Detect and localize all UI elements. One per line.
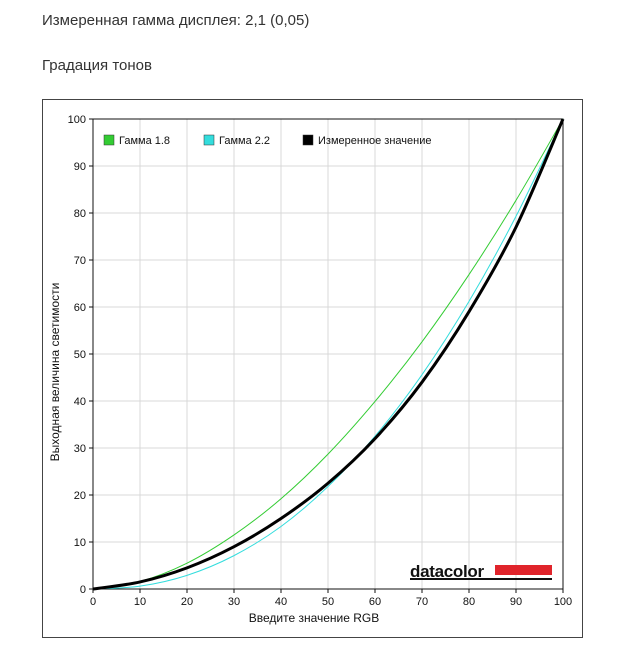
- series-layer: [92, 118, 565, 591]
- legend-label-1: Гамма 2.2: [219, 135, 270, 147]
- x-tick-label: 80: [463, 596, 475, 608]
- datacolor-logo-underline: [410, 578, 552, 580]
- chart-frame: 0 10 20 30 40 50 60 70 80 90 100 0 10 20 30 40 50 60 70 80 9…: [42, 99, 583, 638]
- chart-grid: [92, 118, 564, 590]
- y-tick-label: 20: [74, 490, 86, 502]
- y-tick-label: 60: [74, 302, 86, 314]
- tone-response-heading: Градация тонов: [42, 57, 152, 74]
- datacolor-logo-text: datacolor: [410, 562, 485, 581]
- x-axis-label: Введите значение RGB: [249, 611, 380, 625]
- chart-legend: Гамма 1.8 Гамма 2.2 Измеренное значение: [103, 134, 432, 147]
- legend-item-0[interactable]: Гамма 1.8: [103, 134, 170, 147]
- legend-swatch-0: [103, 134, 115, 146]
- datacolor-logo: datacolor: [410, 562, 552, 581]
- x-tick-label: 0: [90, 596, 96, 608]
- x-tick-label: 40: [275, 596, 287, 608]
- series-line-2: [92, 118, 565, 591]
- y-axis-label: Выходная величина светимости: [48, 283, 62, 462]
- x-tick-label: 20: [181, 596, 193, 608]
- legend-label-2: Измеренное значение: [318, 135, 432, 147]
- chart-axes: 0 10 20 30 40 50 60 70 80 90 100 0 10 20 30 40 50 60 70 80 9…: [68, 114, 573, 608]
- legend-swatch-1: [203, 134, 215, 146]
- y-tick-label: 30: [74, 443, 86, 455]
- legend-item-2[interactable]: Измеренное значение: [302, 134, 432, 147]
- series-line-0: [92, 118, 564, 590]
- x-tick-label: 30: [228, 596, 240, 608]
- y-tick-label: 70: [74, 255, 86, 267]
- y-tick-label: 90: [74, 161, 86, 173]
- legend-swatch-2: [302, 134, 314, 146]
- y-tick-label: 10: [74, 537, 86, 549]
- y-tick-label: 50: [74, 349, 86, 361]
- x-tick-label: 100: [554, 596, 572, 608]
- x-tick-label: 90: [510, 596, 522, 608]
- measured-gamma-title: Измеренная гамма дисплея: 2,1 (0,05): [42, 12, 310, 29]
- y-tick-label: 100: [68, 114, 86, 126]
- plot-area-border: [92, 118, 564, 590]
- datacolor-logo-bar: [495, 565, 552, 575]
- legend-label-0: Гамма 1.8: [119, 135, 170, 147]
- y-tick-label: 40: [74, 396, 86, 408]
- legend-item-1[interactable]: Гамма 2.2: [203, 134, 270, 147]
- x-tick-label: 50: [322, 596, 334, 608]
- tone-response-chart: 0 10 20 30 40 50 60 70 80 90 100 0 10 20 30 40 50 60 70 80 9…: [48, 114, 573, 625]
- y-tick-label: 80: [74, 208, 86, 220]
- x-tick-label: 70: [416, 596, 428, 608]
- y-tick-label: 0: [80, 584, 86, 596]
- x-tick-label: 10: [134, 596, 146, 608]
- x-tick-label: 60: [369, 596, 381, 608]
